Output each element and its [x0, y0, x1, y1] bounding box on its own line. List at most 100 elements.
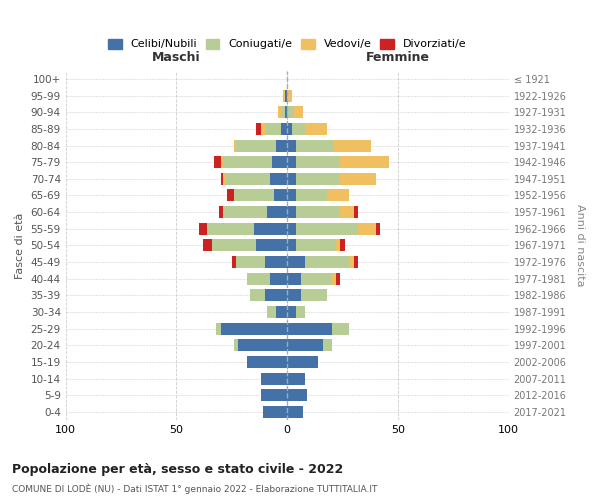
Bar: [223, 206, 267, 218]
Bar: [287, 340, 323, 351]
Text: Femmine: Femmine: [366, 51, 430, 64]
Bar: [208, 223, 254, 234]
Bar: [336, 240, 340, 252]
Bar: [296, 206, 340, 218]
Bar: [354, 206, 358, 218]
Bar: [287, 322, 332, 334]
Bar: [225, 173, 269, 185]
Bar: [287, 223, 296, 234]
Bar: [221, 173, 223, 185]
Bar: [305, 256, 349, 268]
Bar: [278, 106, 281, 118]
Bar: [287, 389, 307, 401]
Bar: [287, 140, 296, 151]
Bar: [269, 272, 287, 284]
Bar: [223, 156, 272, 168]
Bar: [223, 173, 225, 185]
Bar: [272, 156, 287, 168]
Bar: [354, 256, 358, 268]
Bar: [287, 272, 301, 284]
Bar: [287, 372, 305, 384]
Bar: [296, 306, 305, 318]
Bar: [287, 190, 296, 202]
Bar: [296, 140, 334, 151]
Bar: [234, 140, 236, 151]
Bar: [267, 206, 287, 218]
Bar: [247, 356, 287, 368]
Bar: [221, 156, 223, 168]
Bar: [296, 190, 327, 202]
Text: COMUNE DI LODÈ (NU) - Dati ISTAT 1° gennaio 2022 - Elaborazione TUTTITALIA.IT: COMUNE DI LODÈ (NU) - Dati ISTAT 1° genn…: [12, 484, 377, 494]
Bar: [274, 190, 287, 202]
Bar: [256, 240, 287, 252]
Y-axis label: Fasce di età: Fasce di età: [15, 212, 25, 278]
Text: Popolazione per età, sesso e stato civile - 2022: Popolazione per età, sesso e stato civil…: [12, 462, 343, 475]
Bar: [199, 223, 208, 234]
Bar: [287, 123, 292, 135]
Bar: [287, 256, 305, 268]
Bar: [265, 290, 287, 302]
Bar: [276, 140, 287, 151]
Bar: [260, 123, 265, 135]
Bar: [294, 106, 303, 118]
Bar: [260, 372, 287, 384]
Bar: [287, 306, 296, 318]
Bar: [287, 156, 296, 168]
Bar: [254, 223, 287, 234]
Bar: [260, 389, 287, 401]
Bar: [227, 190, 234, 202]
Bar: [340, 173, 376, 185]
Bar: [212, 240, 256, 252]
Text: Maschi: Maschi: [152, 51, 201, 64]
Bar: [234, 190, 274, 202]
Bar: [296, 173, 340, 185]
Bar: [283, 90, 285, 102]
Bar: [340, 240, 345, 252]
Bar: [287, 356, 318, 368]
Bar: [247, 272, 269, 284]
Bar: [285, 90, 287, 102]
Bar: [203, 240, 212, 252]
Legend: Celibi/Nubili, Coniugati/e, Vedovi/e, Divorziati/e: Celibi/Nubili, Coniugati/e, Vedovi/e, Di…: [104, 34, 470, 54]
Bar: [256, 123, 260, 135]
Bar: [214, 156, 221, 168]
Bar: [287, 173, 296, 185]
Bar: [301, 272, 332, 284]
Bar: [287, 206, 296, 218]
Bar: [301, 290, 327, 302]
Bar: [218, 206, 223, 218]
Bar: [292, 123, 305, 135]
Bar: [238, 340, 287, 351]
Bar: [236, 140, 276, 151]
Bar: [276, 306, 287, 318]
Bar: [287, 290, 301, 302]
Bar: [265, 123, 281, 135]
Bar: [221, 322, 287, 334]
Bar: [287, 90, 292, 102]
Bar: [336, 272, 340, 284]
Bar: [232, 256, 236, 268]
Bar: [296, 223, 358, 234]
Bar: [327, 190, 349, 202]
Bar: [305, 123, 327, 135]
Bar: [217, 322, 221, 334]
Bar: [265, 256, 287, 268]
Bar: [263, 406, 287, 418]
Bar: [334, 140, 371, 151]
Bar: [287, 240, 296, 252]
Bar: [287, 106, 294, 118]
Bar: [296, 240, 336, 252]
Bar: [349, 256, 354, 268]
Bar: [340, 206, 354, 218]
Bar: [358, 223, 376, 234]
Bar: [332, 272, 336, 284]
Bar: [281, 106, 285, 118]
Bar: [234, 340, 238, 351]
Bar: [236, 256, 265, 268]
Bar: [287, 406, 303, 418]
Bar: [281, 123, 287, 135]
Bar: [267, 306, 276, 318]
Bar: [323, 340, 332, 351]
Bar: [376, 223, 380, 234]
Bar: [269, 173, 287, 185]
